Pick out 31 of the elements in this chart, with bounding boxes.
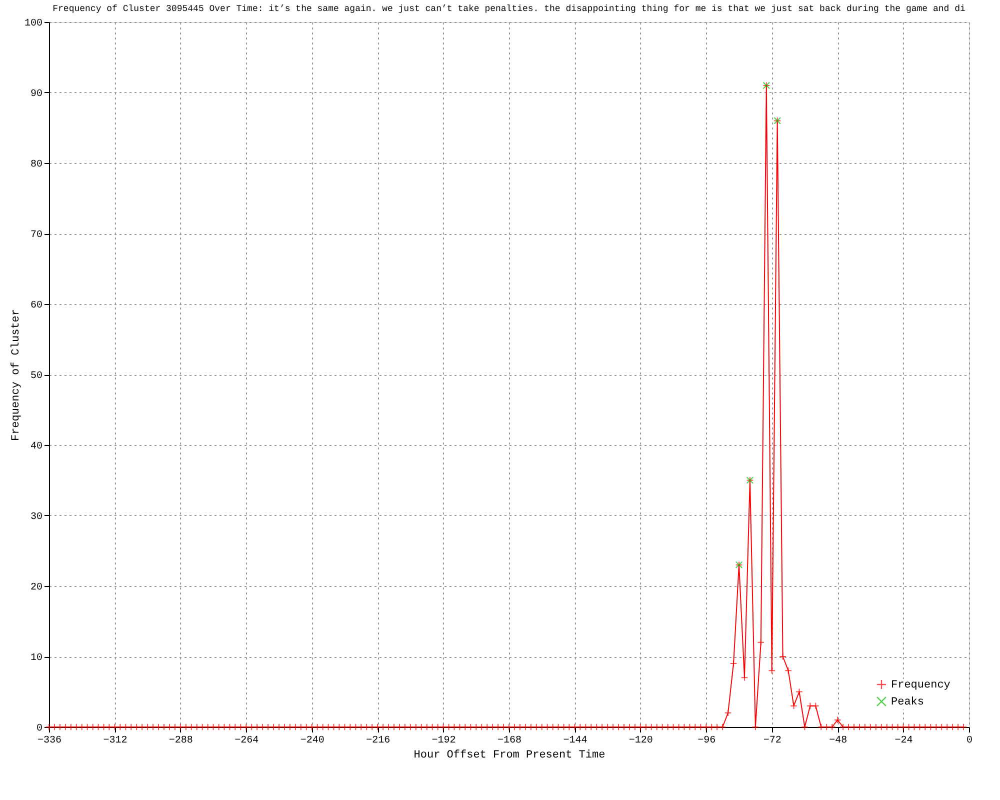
x-tick-label: −240 bbox=[300, 736, 324, 746]
x-tick-label: −312 bbox=[103, 736, 128, 746]
y-tick-label: 90 bbox=[30, 89, 42, 100]
x-tick-label: −288 bbox=[168, 736, 193, 746]
x-tick-label: −72 bbox=[763, 736, 782, 746]
x-tick-label: −144 bbox=[563, 736, 588, 746]
x-tick-label: −168 bbox=[497, 736, 522, 746]
x-tick-label: −264 bbox=[234, 736, 259, 746]
x-tick-label: −96 bbox=[698, 736, 716, 746]
x-tick-label: −216 bbox=[366, 736, 390, 746]
y-tick-label: 60 bbox=[30, 300, 42, 312]
y-tick-label: 10 bbox=[30, 653, 42, 664]
y-tick-label: 0 bbox=[36, 724, 42, 734]
x-tick-label: −336 bbox=[37, 736, 62, 746]
x-tick-label: −120 bbox=[628, 736, 653, 746]
y-tick-label: 40 bbox=[30, 442, 42, 452]
y-tick-label: 30 bbox=[30, 512, 42, 523]
x-tick-label: −192 bbox=[432, 736, 456, 746]
y-tick-label: 80 bbox=[30, 160, 42, 170]
y-tick-label: 100 bbox=[24, 18, 42, 30]
x-axis-title: Hour Offset From Present Time bbox=[414, 750, 606, 762]
x-tick-label: −48 bbox=[829, 736, 848, 746]
legend-label: Frequency bbox=[891, 680, 951, 692]
y-axis-title: Frequency of Cluster bbox=[10, 308, 22, 442]
y-tick-label: 20 bbox=[30, 582, 42, 594]
x-tick-label: −24 bbox=[894, 736, 913, 746]
y-tick-label: 50 bbox=[30, 371, 42, 382]
y-tick-label: 70 bbox=[30, 230, 42, 241]
legend-label: Peaks bbox=[891, 696, 924, 708]
x-tick-label: 0 bbox=[966, 736, 973, 746]
chart-title: Frequency of Cluster 3095445 Over Time: it’s the same again. we just can’t take penalties. the disappointing thing for me is that we just sat back during the game and di bbox=[52, 4, 966, 14]
